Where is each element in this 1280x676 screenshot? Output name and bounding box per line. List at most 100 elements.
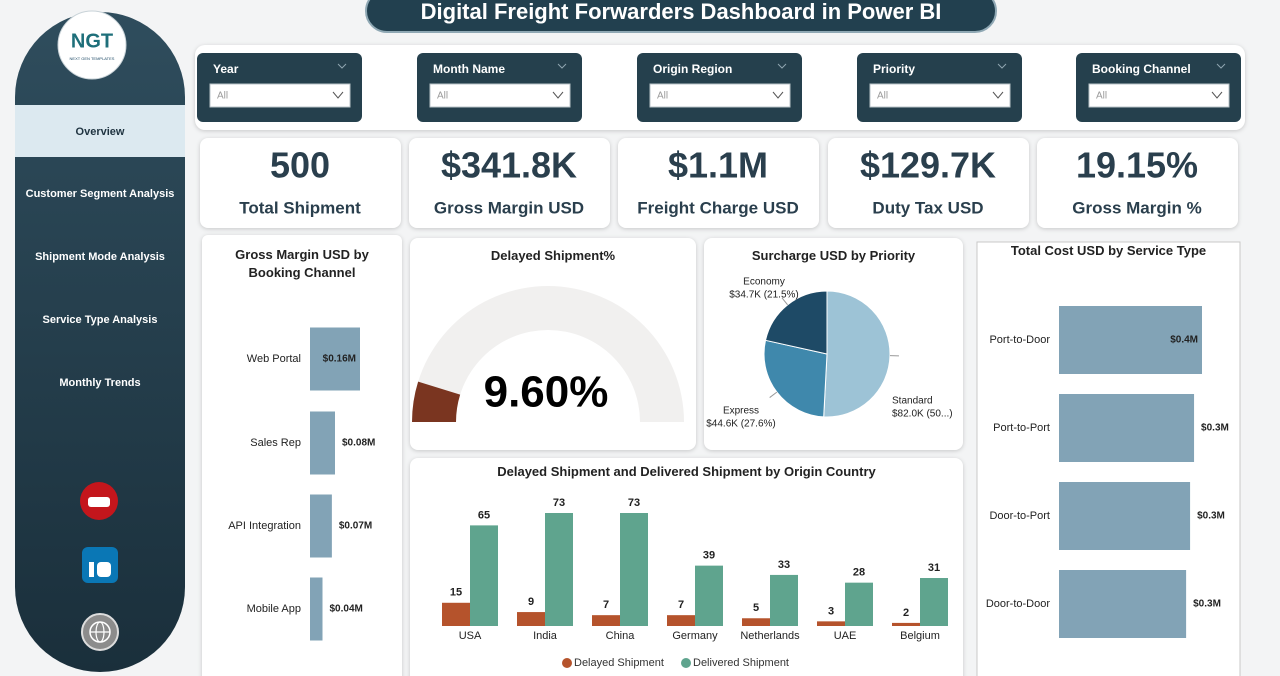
filter-chevron <box>997 63 1007 69</box>
value-label: 39 <box>703 550 715 562</box>
filter-dropdown[interactable] <box>869 83 1011 108</box>
dropdown-chevron <box>992 91 1004 99</box>
chart-title: Gross Margin USD by Booking Channel <box>235 247 369 280</box>
filter-value: All <box>217 91 228 102</box>
filter-label: Year <box>213 62 239 76</box>
pie-value: $34.7K (21.5%) <box>729 290 799 301</box>
kpi-value: $341.8K <box>441 145 577 186</box>
pie-value: $82.0K (50...) <box>892 409 953 420</box>
nav-item[interactable]: Service Type Analysis <box>43 314 158 326</box>
bar <box>1059 570 1187 638</box>
dropdown-chevron <box>772 91 784 99</box>
dropdown-chevron <box>1211 91 1223 99</box>
filter-dropdown[interactable] <box>429 83 571 108</box>
value-label: 3 <box>828 605 834 617</box>
filter-label: Priority <box>873 62 915 76</box>
nav-highlight <box>15 105 185 157</box>
category-label: Port-to-Door <box>989 334 1050 346</box>
chart-title: Delayed Shipment% <box>490 248 616 263</box>
pie-category: Economy <box>743 277 785 288</box>
bar <box>920 578 948 626</box>
chart-title-box: Surcharge USD by Priority <box>751 248 916 263</box>
value-label: $0.3M <box>1193 599 1221 610</box>
bar <box>667 615 695 626</box>
value-label: 5 <box>753 602 759 614</box>
filter-dropdown[interactable] <box>209 83 351 108</box>
filter-chevron <box>777 63 787 69</box>
pie-value: $44.6K (27.6%) <box>706 419 776 430</box>
youtube-glyph <box>88 497 110 507</box>
value-label: $0.07M <box>339 521 372 532</box>
chart-title: Delayed Shipment and Delivered Shipment … <box>497 464 876 479</box>
title-banner <box>365 0 997 33</box>
category-label: Mobile App <box>247 603 301 615</box>
page-title: Digital Freight Forwarders Dashboard in … <box>421 0 942 24</box>
chart-title-box: Delayed Shipment% <box>490 248 616 263</box>
kpi-card <box>409 138 610 228</box>
bar <box>770 574 798 626</box>
nav-item[interactable]: Customer Segment Analysis <box>26 188 175 200</box>
category-label: China <box>606 630 636 642</box>
filter-dropdown[interactable] <box>649 83 791 108</box>
bar <box>592 615 620 626</box>
value-label: 73 <box>628 497 640 509</box>
linkedin-glyph <box>97 562 111 577</box>
bar <box>517 612 545 626</box>
value-label: $0.3M <box>1201 423 1229 434</box>
filter-label: Booking Channel <box>1092 62 1191 76</box>
chart-title-box: Gross Margin USD by Booking Channel <box>235 247 369 280</box>
nav-item[interactable]: Overview <box>76 126 125 138</box>
value-label: 28 <box>853 567 865 579</box>
kpi-label: Gross Margin USD <box>434 198 584 217</box>
kpi-label: Duty Tax USD <box>872 198 983 217</box>
filter-dropdown[interactable] <box>1088 83 1230 108</box>
dropdown-chevron <box>332 91 344 99</box>
category-label: India <box>533 630 558 642</box>
category-label: Port-to-Port <box>993 422 1050 434</box>
category-label: API Integration <box>228 520 301 532</box>
pie-category: Standard <box>892 396 933 407</box>
filter-value: All <box>437 91 448 102</box>
filter-chevron <box>1216 63 1226 69</box>
sidebar <box>15 12 185 672</box>
value-label: 31 <box>928 562 940 574</box>
value-label: 2 <box>903 607 909 619</box>
value-label: 33 <box>778 559 790 571</box>
category-label: Netherlands <box>740 630 800 642</box>
bar <box>442 602 470 626</box>
kpi-label: Gross Margin % <box>1072 198 1201 217</box>
legend-swatch <box>681 658 691 668</box>
category-label: UAE <box>834 630 857 642</box>
category-label: Door-to-Port <box>989 510 1050 522</box>
chart-title: Surcharge USD by Priority <box>751 248 916 263</box>
category-label: Door-to-Door <box>986 598 1051 610</box>
value-label: 73 <box>553 497 565 509</box>
kpi-value: $129.7K <box>860 145 996 186</box>
bar <box>817 621 845 626</box>
kpi-card <box>200 138 401 228</box>
nav-item[interactable]: Shipment Mode Analysis <box>35 251 165 263</box>
value-label: 15 <box>450 587 462 599</box>
kpi-value: 19.15% <box>1076 145 1198 186</box>
value-label: $0.3M <box>1197 511 1225 522</box>
logo-tagline: NEXT GEN TEMPLATES <box>70 56 115 61</box>
bar <box>1059 394 1195 462</box>
nav-item[interactable]: Monthly Trends <box>59 377 140 389</box>
pie-slice <box>763 339 828 418</box>
bar <box>892 622 920 626</box>
category-label: Sales Rep <box>250 437 301 449</box>
value-label: $0.08M <box>342 438 375 449</box>
category-label: Belgium <box>900 630 940 642</box>
bar <box>310 494 332 558</box>
chart-title-box: Total Cost USD by Service Type <box>1011 243 1206 258</box>
filter-value: All <box>877 91 888 102</box>
bar <box>620 513 648 626</box>
logo-badge <box>57 10 127 80</box>
bar <box>742 618 770 626</box>
kpi-card <box>828 138 1029 228</box>
kpi-label: Total Shipment <box>239 198 361 217</box>
gauge-label: 9.60% <box>484 368 609 417</box>
panel <box>202 235 402 676</box>
filter-label: Origin Region <box>653 62 732 76</box>
